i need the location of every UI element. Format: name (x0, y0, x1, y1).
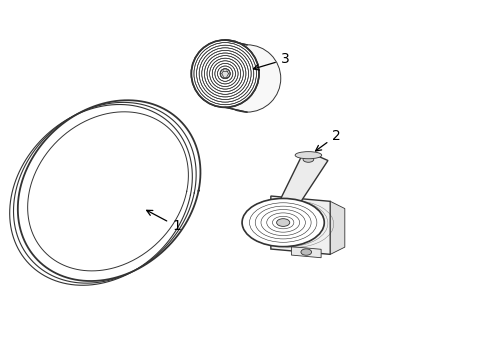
Polygon shape (245, 211, 251, 213)
Polygon shape (315, 212, 321, 215)
Polygon shape (254, 204, 260, 207)
Polygon shape (262, 241, 267, 244)
Polygon shape (295, 242, 300, 245)
Polygon shape (301, 240, 306, 243)
Polygon shape (318, 224, 324, 227)
Polygon shape (247, 233, 253, 237)
Polygon shape (329, 201, 344, 255)
Polygon shape (270, 196, 329, 255)
Polygon shape (259, 202, 264, 205)
Ellipse shape (276, 219, 289, 226)
Polygon shape (275, 243, 280, 247)
Polygon shape (291, 247, 321, 258)
Polygon shape (308, 206, 314, 209)
Polygon shape (272, 199, 276, 202)
Polygon shape (279, 155, 327, 202)
Polygon shape (256, 239, 262, 242)
Polygon shape (298, 201, 303, 204)
Polygon shape (242, 226, 248, 229)
Polygon shape (28, 112, 188, 271)
Ellipse shape (191, 40, 259, 107)
Polygon shape (318, 216, 323, 219)
Polygon shape (319, 220, 324, 222)
Polygon shape (251, 236, 257, 239)
Polygon shape (265, 200, 270, 203)
Polygon shape (242, 222, 246, 225)
Polygon shape (242, 219, 247, 221)
Polygon shape (292, 199, 297, 203)
Text: 3: 3 (253, 53, 289, 70)
Ellipse shape (242, 198, 324, 247)
Polygon shape (279, 198, 283, 201)
Polygon shape (268, 243, 273, 246)
Ellipse shape (213, 45, 280, 112)
Ellipse shape (220, 69, 229, 78)
Polygon shape (286, 198, 290, 202)
Ellipse shape (300, 249, 311, 255)
Polygon shape (289, 243, 293, 246)
Polygon shape (244, 230, 250, 233)
Text: 1: 1 (146, 210, 181, 233)
Polygon shape (304, 203, 309, 206)
Polygon shape (243, 214, 249, 217)
Ellipse shape (303, 157, 313, 162)
Polygon shape (306, 238, 312, 241)
Polygon shape (310, 235, 316, 238)
Polygon shape (283, 244, 286, 247)
Polygon shape (314, 231, 320, 235)
Text: 2: 2 (315, 129, 340, 151)
Polygon shape (317, 228, 322, 231)
Polygon shape (249, 207, 255, 210)
Polygon shape (312, 209, 318, 212)
Ellipse shape (295, 152, 321, 159)
